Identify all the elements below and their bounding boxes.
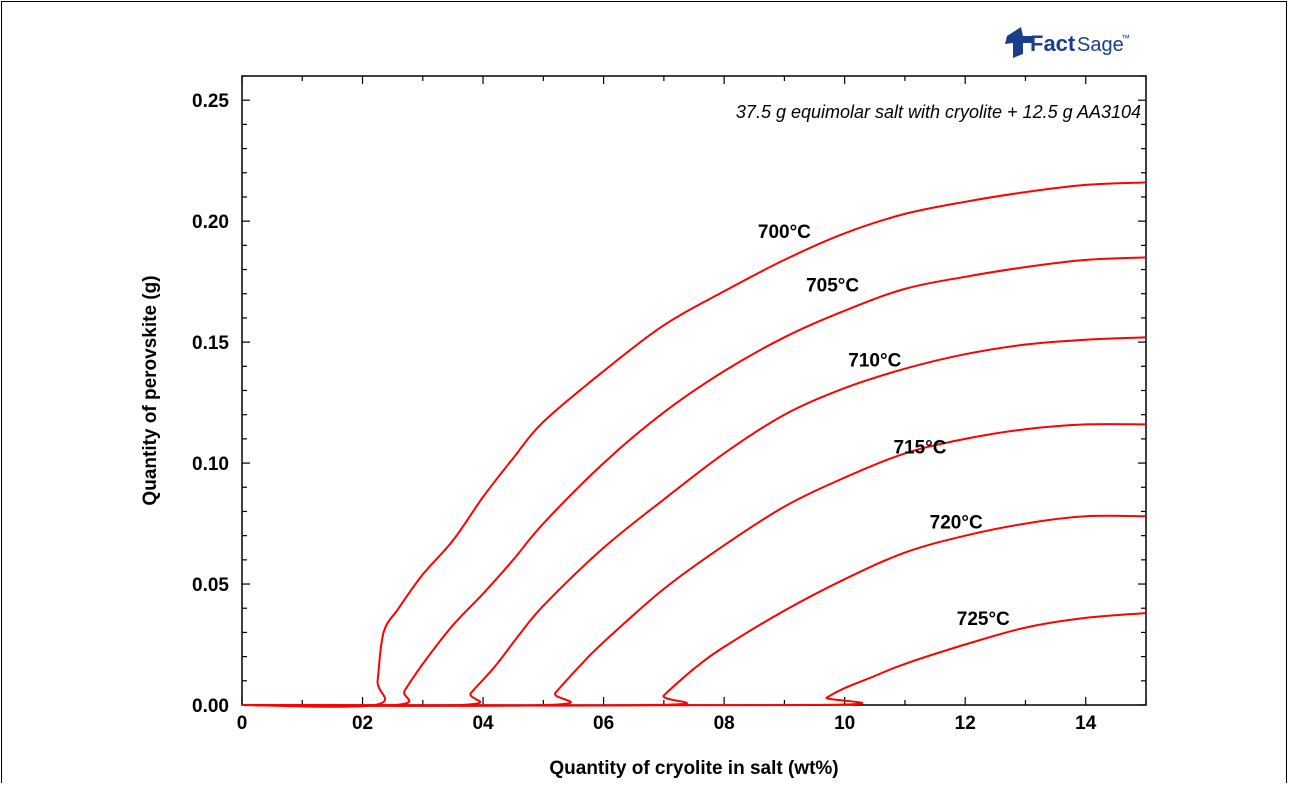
x-tick-label: 02 bbox=[352, 713, 373, 734]
series-labels: 700°C 705°C 710°C 715°C 720°C 725°C bbox=[758, 222, 1010, 630]
logo-trademark: ™ bbox=[1121, 33, 1130, 43]
y-tick-label: 0.00 bbox=[192, 696, 229, 717]
series-line bbox=[241, 181, 1147, 708]
y-axis-label: Quantity of perovskite (g) bbox=[140, 275, 161, 505]
x-tick-label: 08 bbox=[714, 713, 735, 734]
logo-emblem-icon bbox=[1005, 27, 1033, 58]
x-tick-label: 04 bbox=[472, 713, 494, 734]
x-tick-label: 12 bbox=[955, 713, 976, 734]
x-tick-label: 0 bbox=[237, 713, 248, 734]
series-label: 715°C bbox=[893, 437, 946, 458]
y-tick-label: 0.15 bbox=[192, 333, 229, 354]
series-line bbox=[241, 256, 1147, 708]
series-lines bbox=[241, 181, 1147, 708]
series-line bbox=[241, 336, 1147, 707]
x-tick-label: 06 bbox=[593, 713, 614, 734]
logo-text-fact: Fact bbox=[1030, 31, 1076, 56]
series-label: 700°C bbox=[758, 222, 811, 243]
axis-ticks: 0 02 04 06 08 10 12 14 0.00 0.05 0.10 0.15 0.20 0.25 bbox=[192, 75, 1147, 734]
factsage-logo: Fact Sage ™ bbox=[1003, 24, 1133, 64]
series-line bbox=[241, 423, 1147, 707]
y-tick-label: 0.10 bbox=[192, 454, 229, 475]
factsage-logo-graphic: Fact Sage ™ bbox=[1005, 27, 1130, 58]
series-label: 725°C bbox=[957, 609, 1010, 630]
series-label: 720°C bbox=[930, 512, 983, 533]
chart-annotation: 37.5 g equimolar salt with cryolite + 12… bbox=[736, 102, 1141, 122]
x-axis-label: Quantity of cryolite in salt (wt%) bbox=[549, 758, 838, 779]
series-line bbox=[241, 612, 1147, 707]
logo-text-sage: Sage bbox=[1077, 34, 1124, 56]
y-tick-label: 0.20 bbox=[192, 212, 229, 233]
y-tick-label: 0.25 bbox=[192, 91, 229, 112]
series-label: 705°C bbox=[806, 275, 859, 296]
series-label: 710°C bbox=[848, 350, 901, 371]
x-tick-label: 14 bbox=[1075, 713, 1097, 734]
x-tick-label: 10 bbox=[834, 713, 855, 734]
y-tick-label: 0.05 bbox=[192, 575, 229, 596]
